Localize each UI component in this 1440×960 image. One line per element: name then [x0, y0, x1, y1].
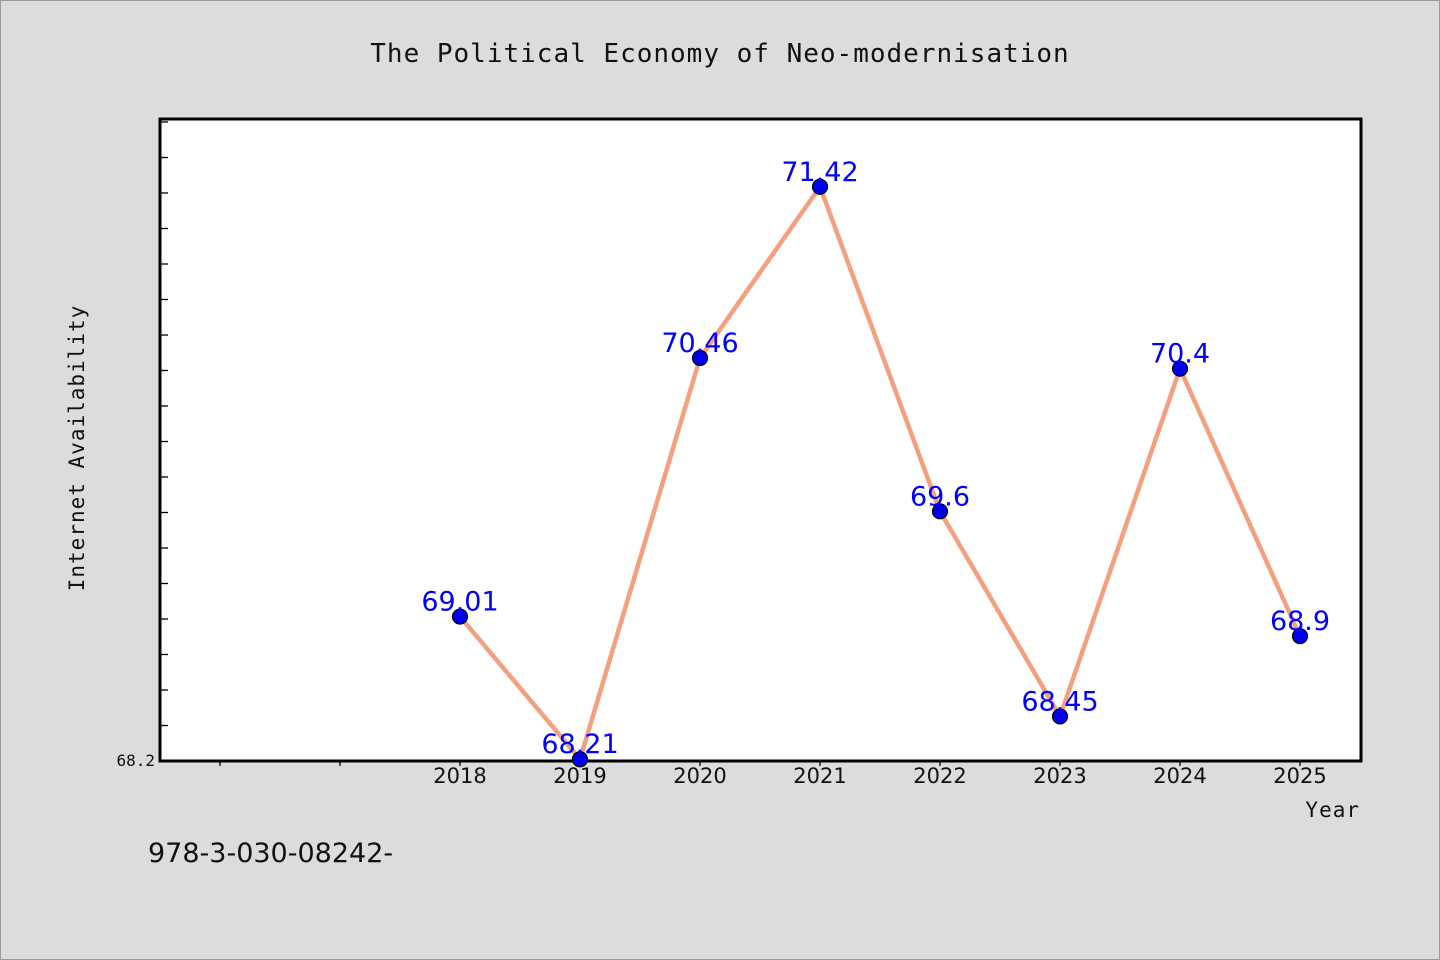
data-label: 69.6 [910, 481, 970, 512]
x-tick-label: 2019 [553, 764, 606, 788]
chart-title: The Political Economy of Neo-modernisati… [370, 39, 1069, 69]
y-axis-ticks [160, 121, 168, 727]
data-point [691, 349, 709, 367]
data-point [571, 751, 589, 768]
x-tick-label: 2018 [433, 764, 486, 788]
data-label: 71.42 [781, 157, 858, 188]
data-point [1291, 628, 1309, 645]
data-label: 68.21 [541, 729, 618, 760]
data-label: 70.4 [1150, 339, 1210, 370]
data-point [451, 608, 469, 625]
y-axis-label: Internet Availability [65, 305, 89, 592]
plot-area [158, 117, 1363, 763]
data-point [931, 503, 949, 520]
data-point [1051, 708, 1069, 725]
series-markers [451, 178, 1309, 768]
data-point [1171, 360, 1189, 377]
x-tick-label: 2025 [1273, 764, 1326, 788]
footer-text: 978-3-030-08242- [148, 838, 393, 869]
y-tick-label: 68.2 [116, 751, 155, 770]
series-line-group [458, 184, 1303, 762]
x-tick-label: 2020 [673, 764, 726, 788]
data-label: 68.9 [1270, 606, 1330, 637]
x-tick-label: 2024 [1153, 764, 1206, 788]
x-tick-label: 2023 [1033, 764, 1086, 788]
data-label: 69.01 [421, 587, 498, 618]
x-axis-labels: 2018 2019 2020 2021 2022 2023 2024 2025 [433, 764, 1326, 788]
data-labels: 69.01 68.21 70.46 71.42 69.6 68.45 70.4 68.9 [421, 157, 1330, 760]
x-axis-label: Year [1305, 798, 1360, 822]
data-label: 68.45 [1021, 686, 1098, 717]
data-point [811, 178, 829, 195]
x-tick-label: 2021 [793, 764, 846, 788]
x-tick-label: 2022 [913, 764, 966, 788]
data-label: 70.46 [661, 328, 738, 359]
series-line [458, 184, 1303, 762]
